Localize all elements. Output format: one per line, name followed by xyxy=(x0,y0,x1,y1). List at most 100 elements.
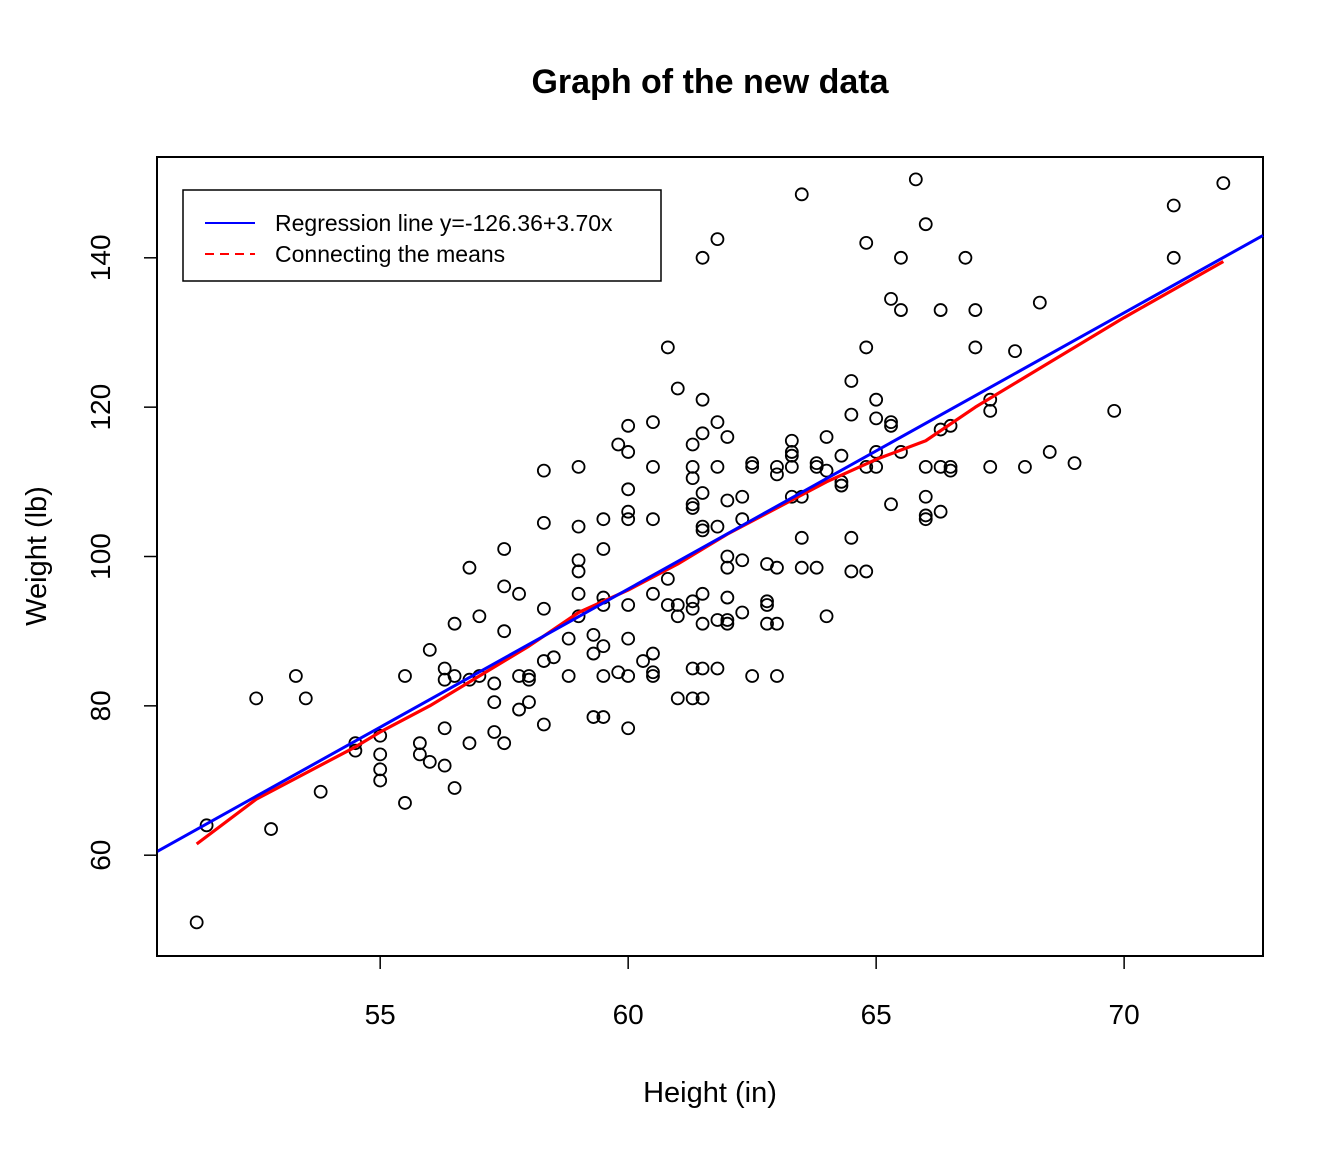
data-point xyxy=(884,418,898,433)
data-point xyxy=(546,650,561,665)
data-point xyxy=(621,669,636,683)
data-point xyxy=(819,463,834,478)
data-point xyxy=(943,459,958,474)
data-point xyxy=(809,560,824,575)
data-point xyxy=(646,665,660,680)
data-point xyxy=(398,796,412,810)
data-point xyxy=(933,504,948,519)
data-point xyxy=(834,448,849,463)
data-point xyxy=(735,489,750,504)
data-point xyxy=(685,594,700,609)
data-point xyxy=(447,669,462,683)
data-point xyxy=(760,598,774,612)
data-point xyxy=(794,530,809,545)
data-point xyxy=(437,721,452,736)
data-point xyxy=(794,187,809,202)
data-point xyxy=(1008,344,1022,359)
data-point xyxy=(933,303,948,317)
data-point xyxy=(710,519,725,534)
data-point xyxy=(710,459,725,474)
data-point xyxy=(561,631,576,646)
data-point xyxy=(298,691,313,706)
data-point xyxy=(968,340,983,355)
data-point xyxy=(412,736,427,751)
data-point xyxy=(621,721,636,736)
data-point xyxy=(884,415,898,429)
data-point xyxy=(646,586,660,601)
data-point xyxy=(670,691,685,706)
data-point xyxy=(918,508,933,523)
data-point xyxy=(447,781,462,795)
data-point xyxy=(487,676,502,691)
data-point xyxy=(571,553,586,568)
data-point xyxy=(636,654,650,668)
data-point xyxy=(685,437,700,452)
data-point xyxy=(720,430,735,444)
data-point xyxy=(794,560,809,575)
data-point xyxy=(1166,250,1181,265)
data-point xyxy=(908,172,923,187)
y-tick-label: 80 xyxy=(85,690,116,721)
data-point xyxy=(983,459,998,474)
data-point xyxy=(288,669,303,683)
data-point xyxy=(710,232,725,247)
x-tick-label: 55 xyxy=(365,999,396,1030)
data-point xyxy=(1107,403,1122,418)
legend-label-regression: Regression line y=-126.36+3.70x xyxy=(275,210,613,236)
data-point xyxy=(586,628,601,642)
data-point xyxy=(571,519,586,534)
data-point xyxy=(894,303,908,317)
data-point xyxy=(695,586,710,601)
data-point xyxy=(596,639,611,654)
data-point xyxy=(660,598,675,612)
data-point xyxy=(784,459,799,474)
data-point xyxy=(720,590,735,605)
data-point xyxy=(596,512,611,527)
data-point xyxy=(462,560,477,575)
x-tick-label: 70 xyxy=(1109,999,1140,1030)
data-point xyxy=(844,407,859,422)
data-point xyxy=(884,291,898,306)
data-point xyxy=(670,381,685,396)
legend-label-means: Connecting the means xyxy=(275,241,505,267)
y-tick-label: 100 xyxy=(85,533,116,580)
data-point xyxy=(685,459,700,474)
data-point xyxy=(720,616,735,631)
data-point xyxy=(983,403,998,418)
data-point xyxy=(646,646,660,661)
data-point xyxy=(695,486,710,500)
data-point xyxy=(621,445,636,459)
data-point xyxy=(447,616,462,631)
data-point xyxy=(561,669,576,683)
data-point xyxy=(745,669,760,683)
data-point xyxy=(1018,459,1032,474)
data-point xyxy=(784,433,799,448)
data-point xyxy=(819,430,834,444)
data-point xyxy=(621,482,636,497)
data-point xyxy=(844,374,859,388)
data-point xyxy=(522,695,536,710)
data-point xyxy=(918,489,933,504)
data-point xyxy=(462,736,477,751)
data-point xyxy=(710,661,725,676)
data-point xyxy=(522,672,536,687)
data-point xyxy=(660,340,675,355)
data-point xyxy=(760,594,774,609)
data-point xyxy=(770,459,784,474)
data-point xyxy=(695,616,710,631)
data-point xyxy=(487,695,502,710)
data-point xyxy=(646,459,660,474)
y-tick-label: 140 xyxy=(85,234,116,281)
data-point xyxy=(943,463,958,478)
data-point xyxy=(770,669,784,683)
data-point xyxy=(918,217,933,232)
data-point xyxy=(760,616,774,631)
data-point xyxy=(685,501,700,515)
data-point xyxy=(869,411,884,426)
data-point xyxy=(720,613,735,627)
data-point xyxy=(497,624,512,639)
data-point xyxy=(1042,445,1057,459)
data-point xyxy=(844,564,859,579)
data-point xyxy=(1032,295,1047,310)
data-points xyxy=(189,172,1231,930)
